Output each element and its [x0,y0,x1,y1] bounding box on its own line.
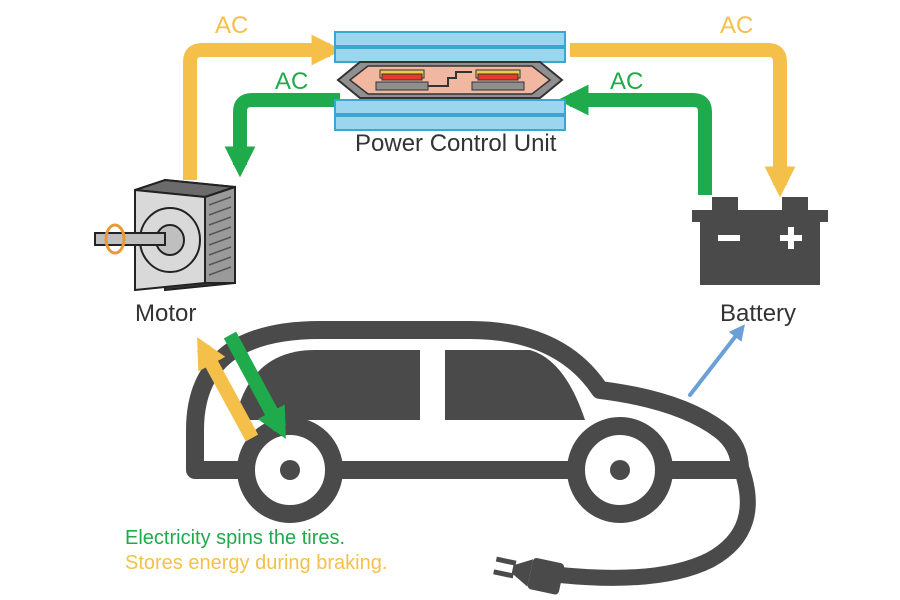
pcu-label: Power Control Unit [355,130,556,158]
pcu-icon [335,32,565,130]
arrow-motor-to-pcu [190,50,330,180]
battery-label: Battery [720,300,796,328]
caption-brake: Stores energy during braking. [125,552,387,575]
arrow-battery-to-pcu [570,100,705,195]
caption-spin: Electricity spins the tires. [125,527,345,550]
ac-label-top-right: AC [720,12,753,40]
arrow-pcu-to-motor [240,100,340,165]
motor-icon [95,180,235,290]
ac-label-top-left: AC [215,12,248,40]
arrow-car-to-battery [690,328,742,395]
arrow-pcu-to-battery [570,50,780,185]
diagram-canvas: Power Control Unit Motor Battery AC AC A… [0,0,900,600]
battery-icon [692,197,828,285]
ac-label-mid-right: AC [610,68,643,96]
motor-label: Motor [135,300,196,328]
ac-label-mid-left: AC [275,68,308,96]
